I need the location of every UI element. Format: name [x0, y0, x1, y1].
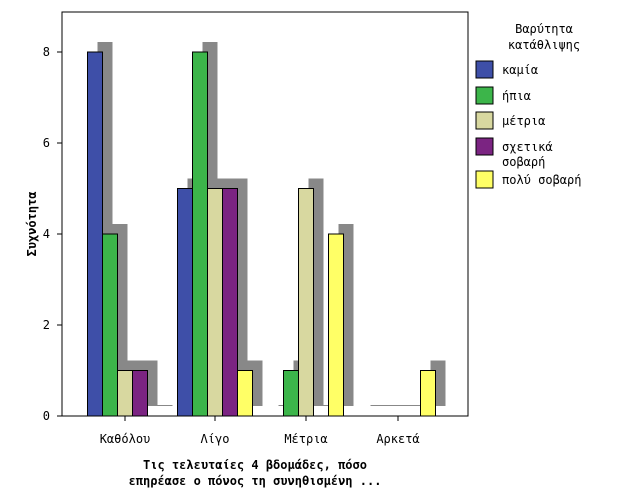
legend-label: ήπια [502, 89, 531, 103]
y-axis-title: Συχνότητα [25, 191, 39, 256]
bar-shadow [385, 405, 401, 406]
bars-group [87, 42, 446, 417]
legend-item: πολύ σοβαρή [475, 170, 581, 189]
legend: Βαρύτητα κατάθλιψης καμία ήπια μέτρια σχετικά… [475, 22, 581, 189]
bar [207, 188, 223, 417]
legend-label: πολύ σοβαρή [502, 173, 581, 187]
bar [283, 370, 299, 417]
x-tick-label: Αρκετά [376, 432, 419, 446]
bar [237, 370, 253, 417]
y-tick-label: 6 [43, 136, 50, 150]
x-axis-title: Τις τελευταίες 4 βδομάδες, πόσο επηρέασε … [129, 458, 382, 488]
bar [102, 233, 118, 417]
bar [87, 51, 103, 417]
legend-item: μέτρια [475, 111, 545, 130]
y-tick-label: 8 [43, 45, 50, 59]
x-axis: Καθόλου Λίγο Μέτρια Αρκετά [100, 416, 420, 446]
bar [177, 188, 193, 417]
bar [117, 370, 133, 417]
plot-area [61, 11, 469, 417]
legend-swatch [475, 170, 494, 189]
legend-item: καμία [475, 60, 538, 79]
legend-swatch [475, 86, 494, 105]
legend-title-line: Βαρύτητα [515, 22, 573, 36]
y-axis: 0 2 4 6 8 [43, 45, 62, 423]
legend-title-line: κατάθλιψης [508, 38, 580, 52]
legend-label: καμία [502, 63, 538, 77]
y-tick-label: 0 [43, 409, 50, 423]
legend-item: ήπια [475, 86, 531, 105]
x-axis-title-line: Τις τελευταίες 4 βδομάδες, πόσο [143, 458, 367, 472]
bar-shadow [157, 405, 173, 406]
bar [132, 370, 148, 417]
x-tick-label: Καθόλου [100, 432, 151, 446]
bar-shadow [400, 405, 416, 406]
bar [420, 370, 436, 417]
legend-label: μέτρια [502, 114, 545, 128]
legend-swatch [475, 137, 494, 156]
x-tick-label: Μέτρια [284, 432, 327, 446]
bar-fills [87, 51, 436, 417]
y-tick-label: 4 [43, 227, 50, 241]
bar [328, 233, 344, 417]
bar-shadow [370, 405, 386, 406]
legend-label: σοβαρή [502, 155, 545, 169]
legend-label: σχετικά [502, 140, 553, 154]
legend-swatch [475, 111, 494, 130]
bar [222, 188, 238, 417]
bar [192, 51, 208, 417]
bar [298, 188, 314, 417]
legend-swatch [475, 60, 494, 79]
x-axis-title-line: επηρέασε ο πόνος τη συνηθισμένη ... [129, 474, 382, 488]
x-tick-label: Λίγο [201, 432, 230, 446]
y-tick-label: 2 [43, 318, 50, 332]
